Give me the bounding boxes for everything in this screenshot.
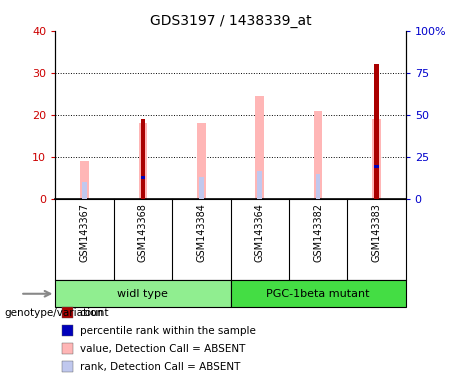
Bar bbox=[139, 123, 147, 199]
Bar bbox=[62, 325, 73, 336]
Bar bbox=[62, 343, 73, 354]
Text: GSM143384: GSM143384 bbox=[196, 203, 207, 262]
Bar bbox=[374, 64, 379, 199]
Bar bbox=[55, 280, 230, 307]
Bar bbox=[314, 111, 322, 199]
Text: widl type: widl type bbox=[118, 289, 168, 299]
Bar bbox=[62, 307, 73, 318]
Bar bbox=[230, 280, 406, 307]
Text: rank, Detection Call = ABSENT: rank, Detection Call = ABSENT bbox=[80, 362, 240, 372]
Text: GSM143382: GSM143382 bbox=[313, 203, 323, 262]
Text: genotype/variation: genotype/variation bbox=[5, 308, 104, 318]
Text: GSM143364: GSM143364 bbox=[254, 203, 265, 262]
Title: GDS3197 / 1438339_at: GDS3197 / 1438339_at bbox=[150, 14, 311, 28]
Text: value, Detection Call = ABSENT: value, Detection Call = ABSENT bbox=[80, 344, 245, 354]
Text: GSM143367: GSM143367 bbox=[79, 203, 89, 262]
Bar bbox=[374, 166, 379, 168]
Bar bbox=[141, 119, 145, 199]
Text: PGC-1beta mutant: PGC-1beta mutant bbox=[266, 289, 370, 299]
Bar bbox=[80, 161, 89, 199]
Bar bbox=[257, 171, 262, 199]
Bar bbox=[197, 123, 206, 199]
Bar bbox=[199, 177, 204, 199]
Bar bbox=[316, 174, 320, 199]
Text: count: count bbox=[80, 308, 109, 318]
Bar bbox=[255, 96, 264, 199]
Bar bbox=[141, 176, 145, 179]
Text: GSM143368: GSM143368 bbox=[138, 203, 148, 262]
Bar bbox=[372, 119, 381, 199]
Text: percentile rank within the sample: percentile rank within the sample bbox=[80, 326, 256, 336]
Text: GSM143383: GSM143383 bbox=[372, 203, 382, 262]
Bar bbox=[82, 182, 87, 199]
Bar bbox=[62, 361, 73, 372]
